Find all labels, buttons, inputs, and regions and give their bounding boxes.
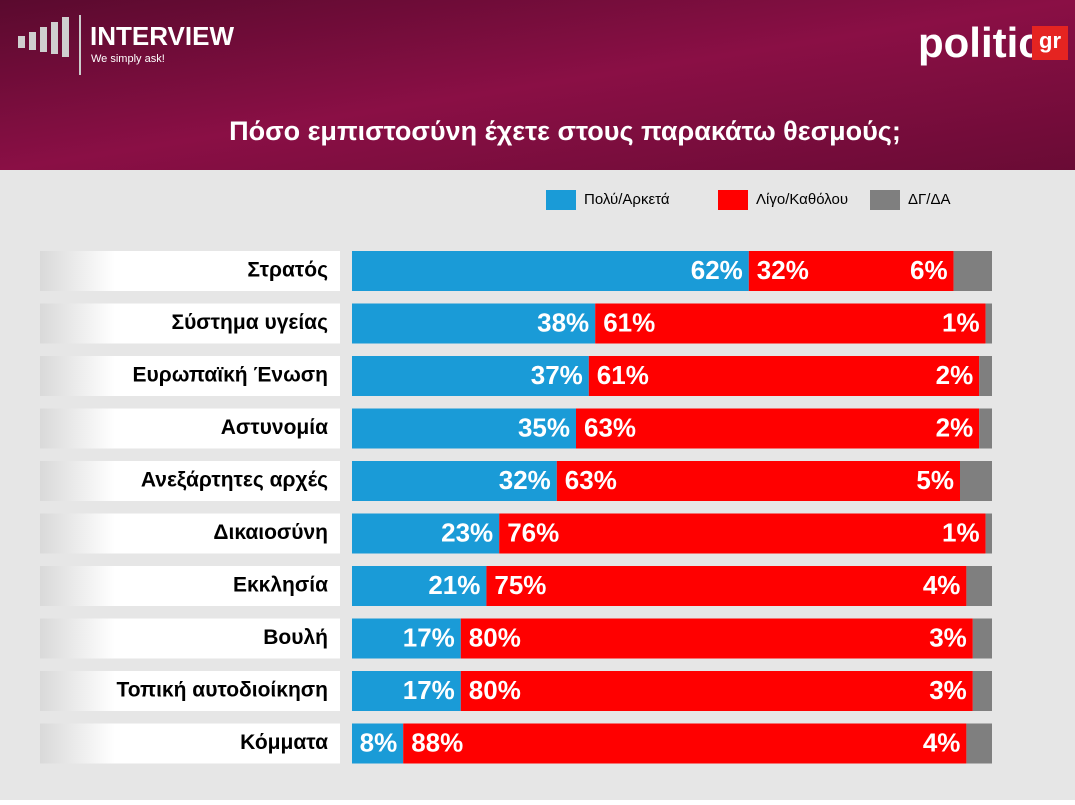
bar-segment: [460, 671, 973, 711]
value-label: 5%: [916, 465, 954, 495]
legend-swatch: [870, 190, 900, 210]
value-label: 35%: [518, 412, 570, 442]
bar-segment: [748, 251, 954, 291]
header-band: [0, 0, 1075, 170]
bar-segment: [352, 671, 461, 711]
value-label: 17%: [403, 675, 455, 705]
bar-segment: [352, 723, 404, 764]
category-box: [40, 461, 340, 501]
bar-segment: [972, 618, 992, 659]
value-label: 21%: [428, 570, 480, 600]
value-label: 4%: [923, 570, 961, 600]
value-label: 3%: [929, 675, 967, 705]
value-label: 8%: [360, 727, 398, 757]
bar-segment: [960, 461, 992, 501]
legend-swatch: [718, 190, 748, 210]
category-box: [40, 303, 340, 344]
logo-badge: [1032, 26, 1068, 60]
bar-segment: [352, 356, 589, 396]
category-label: Ευρωπαϊκή Ένωση: [132, 364, 328, 387]
category-box: [40, 356, 340, 396]
brand-tagline: We simply ask!: [91, 53, 165, 65]
bar-segment: [979, 408, 992, 449]
logo: politic: [918, 19, 1042, 66]
category-box: [40, 618, 340, 659]
category-label: Βουλή: [263, 626, 328, 649]
value-label: 88%: [411, 727, 463, 757]
brand-icon: [18, 17, 69, 57]
value-label: 38%: [537, 307, 589, 337]
value-label: 62%: [691, 255, 743, 285]
category-label: Δικαιοσύνη: [213, 521, 328, 544]
category-box: [40, 671, 340, 711]
brand-name: INTERVIEW: [90, 21, 234, 51]
value-label: 1%: [942, 307, 980, 337]
value-label: 32%: [499, 465, 551, 495]
bar-segment: [352, 618, 461, 659]
legend-label: ΔΓ/ΔΑ: [908, 191, 950, 208]
bar-segment: [460, 618, 973, 659]
value-label: 63%: [565, 465, 617, 495]
category-box: [40, 251, 340, 291]
value-label: 3%: [929, 622, 967, 652]
category-label: Εκκλησία: [233, 574, 328, 597]
bar-segment: [403, 723, 967, 764]
bar-segment: [588, 356, 980, 396]
bar-segment: [486, 566, 967, 606]
bar-segment: [966, 723, 992, 764]
value-label: 23%: [441, 517, 493, 547]
value-label: 80%: [469, 675, 521, 705]
bar-segment: [966, 566, 992, 606]
chart-title: Πόσο εμπιστοσύνη έχετε στους παρακάτω θε…: [229, 116, 901, 146]
value-label: 1%: [942, 517, 980, 547]
bar-segment: [953, 251, 992, 291]
bar-segment: [352, 303, 596, 344]
category-label: Κόμματα: [240, 731, 328, 754]
category-label: Σύστημα υγείας: [171, 311, 328, 334]
logo-suffix: gr: [1039, 28, 1061, 53]
bar-segment: [499, 513, 986, 554]
value-label: 32%: [757, 255, 809, 285]
category-label: Στρατός: [247, 259, 328, 282]
value-label: 61%: [597, 360, 649, 390]
value-label: 75%: [494, 570, 546, 600]
bar-segment: [985, 513, 992, 554]
category-box: [40, 723, 340, 764]
bar-segment: [352, 408, 576, 449]
value-label: 63%: [584, 412, 636, 442]
bar-segment: [352, 251, 749, 291]
value-label: 2%: [936, 412, 974, 442]
value-label: 80%: [469, 622, 521, 652]
value-label: 61%: [603, 307, 655, 337]
bar-segment: [979, 356, 992, 396]
legend-label: Πολύ/Αρκετά: [584, 191, 670, 208]
value-label: 6%: [910, 255, 948, 285]
bar-segment: [352, 566, 487, 606]
bar-segment: [972, 671, 992, 711]
bar-segment: [595, 303, 986, 344]
bar-segment: [985, 303, 992, 344]
category-label: Αστυνομία: [221, 416, 328, 439]
category-box: [40, 566, 340, 606]
category-label: Ανεξάρτητες αρχές: [141, 469, 328, 492]
value-label: 17%: [403, 622, 455, 652]
bar-segment: [352, 513, 500, 554]
legend-label: Λίγο/Καθόλου: [756, 191, 848, 208]
value-label: 2%: [936, 360, 974, 390]
bar-segment: [352, 461, 557, 501]
bar-segment: [576, 408, 980, 449]
category-label: Τοπική αυτοδιοίκηση: [116, 679, 328, 702]
category-box: [40, 408, 340, 449]
legend-swatch: [546, 190, 576, 210]
category-box: [40, 513, 340, 554]
bar-segment: [556, 461, 960, 501]
value-label: 4%: [923, 727, 961, 757]
value-label: 76%: [507, 517, 559, 547]
value-label: 37%: [531, 360, 583, 390]
